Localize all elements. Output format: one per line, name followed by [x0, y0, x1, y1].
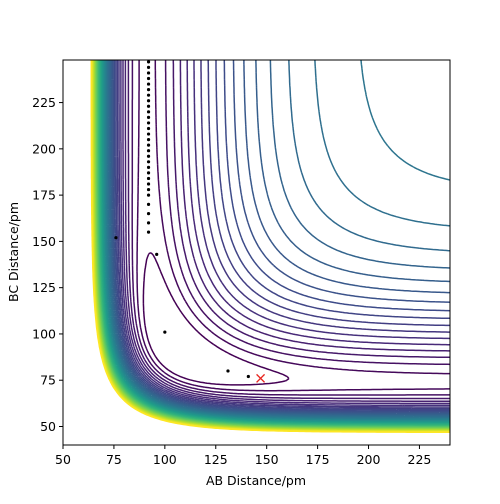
contour-line — [124, 60, 450, 402]
trajectory-point — [146, 165, 151, 169]
trajectory-point — [155, 252, 159, 256]
x-tick-label: 200 — [357, 452, 381, 467]
trajectory-point — [146, 193, 151, 197]
contour-line — [111, 60, 450, 415]
trajectory-point — [246, 374, 250, 379]
y-tick-label: 100 — [32, 326, 56, 341]
trajectory-point — [146, 88, 151, 92]
y-axis-label: BC Distance/pm — [6, 202, 21, 302]
y-tick-label: 175 — [32, 188, 56, 203]
x-tick-label: 175 — [306, 452, 330, 467]
contour-line — [142, 252, 290, 386]
contour-line — [115, 60, 450, 411]
trajectory-point — [163, 330, 167, 334]
contour-line — [100, 60, 450, 425]
contour-line — [107, 60, 450, 418]
trajectory-point — [146, 143, 151, 147]
trajectory-point — [146, 176, 151, 181]
trajectory-point — [146, 202, 151, 206]
x-marker — [256, 373, 266, 383]
x-tick-label: 75 — [106, 452, 122, 467]
trajectory-point — [146, 160, 151, 164]
contour-line — [90, 60, 450, 433]
trajectory-point — [146, 137, 151, 142]
trajectory-point — [146, 126, 151, 131]
contour-line — [118, 60, 450, 408]
contour-line — [109, 60, 450, 417]
trajectory-point — [146, 149, 151, 153]
x-axis-label: AB Distance/pm — [206, 473, 306, 488]
trajectory-point — [146, 182, 151, 186]
contour-line — [106, 60, 450, 419]
trajectory-point — [146, 121, 151, 125]
contour-line — [113, 60, 450, 412]
trajectory-point — [146, 154, 151, 158]
trajectory-point — [146, 132, 151, 136]
contour-line — [99, 60, 450, 425]
plot-frame — [62, 59, 451, 446]
trajectory-point — [146, 221, 151, 225]
trajectory-point — [146, 65, 151, 70]
trajectory-point — [146, 230, 151, 234]
trajectory-point — [146, 212, 151, 216]
y-tick-label: 50 — [40, 419, 56, 434]
trajectory-point — [146, 71, 151, 75]
y-tick-label: 200 — [32, 141, 56, 156]
contour-plot — [90, 60, 450, 433]
y-tick-label: 225 — [32, 95, 56, 110]
trajectory-point — [146, 104, 151, 108]
x-tick-label: 225 — [408, 452, 432, 467]
x-tick-label: 150 — [255, 452, 279, 467]
trajectory-point — [146, 76, 151, 81]
contour-line — [122, 60, 450, 405]
contour-line — [102, 60, 450, 423]
trajectory-point — [146, 60, 151, 64]
contour-line — [127, 60, 450, 400]
contour-line — [116, 60, 450, 410]
contour-line — [120, 60, 450, 407]
contour-line — [131, 60, 450, 396]
y-tick-label: 75 — [40, 373, 56, 388]
trajectory-point — [146, 93, 151, 97]
x-tick-label: 100 — [153, 452, 177, 467]
trajectory-point — [114, 236, 118, 240]
contour-line — [108, 60, 450, 417]
trajectory-point — [146, 115, 151, 119]
contour-line — [105, 60, 450, 420]
y-tick-label: 125 — [32, 280, 56, 295]
trajectory-point — [146, 110, 151, 114]
trajectory-point — [226, 369, 230, 373]
trajectory-point — [146, 99, 151, 103]
contour-line — [112, 60, 450, 414]
trajectory-point — [146, 171, 151, 175]
x-tick-label: 50 — [55, 452, 71, 467]
trajectory-point — [146, 82, 151, 86]
contour-line — [110, 60, 450, 416]
x-tick-label: 125 — [204, 452, 228, 467]
trajectory-point — [146, 187, 151, 192]
y-tick-label: 150 — [32, 234, 56, 249]
contour-line — [136, 60, 450, 392]
